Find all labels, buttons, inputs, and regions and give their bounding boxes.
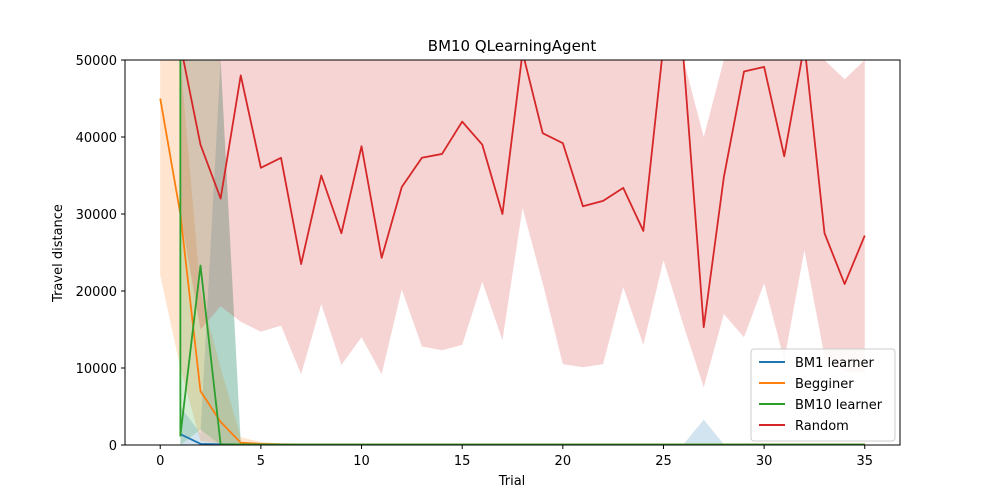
y-axis-ticks: 0 10000 20000 30000 40000 50000	[76, 54, 125, 454]
legend-box	[750, 348, 896, 442]
confidence-bands	[160, 60, 865, 445]
y-tick-label: 0	[109, 439, 117, 454]
x-tick-label: 20	[555, 454, 572, 469]
y-tick-label: 40000	[76, 131, 117, 146]
x-tick-label: 10	[353, 454, 370, 469]
x-tick-label: 0	[156, 454, 164, 469]
random-line	[182, 60, 866, 329]
y-axis-label: Travel distance	[51, 204, 66, 303]
y-tick-label: 20000	[76, 285, 117, 300]
legend-label: BM1 learner	[795, 356, 874, 371]
x-tick-label: 25	[655, 454, 672, 469]
x-tick-label: 5	[257, 454, 265, 469]
begginer-band	[160, 60, 865, 445]
legend: BM1 learner Begginer BM10 learner Random	[750, 348, 896, 442]
y-tick-label: 50000	[76, 54, 117, 69]
x-axis-ticks: 0 5 10 15 20 25 30 35	[156, 445, 873, 469]
plot-frame	[124, 59, 901, 446]
y-tick-label: 10000	[76, 362, 117, 377]
legend-label: Random	[795, 419, 849, 434]
y-tick-label: 30000	[76, 208, 117, 223]
random-band	[180, 60, 865, 388]
legend-label: BM10 learner	[795, 398, 883, 413]
legend-label: Begginer	[795, 377, 854, 392]
x-tick-label: 30	[756, 454, 773, 469]
x-tick-label: 35	[856, 454, 873, 469]
x-axis-label: Trial	[498, 474, 526, 489]
x-tick-label: 15	[454, 454, 471, 469]
chart-title: BM10 QLearningAgent	[428, 37, 597, 55]
